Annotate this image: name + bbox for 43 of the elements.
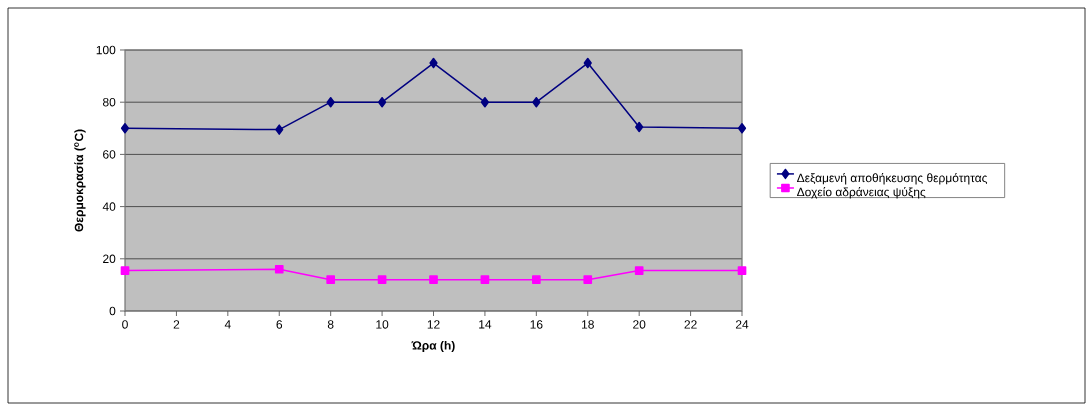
x-tick-label: 24 [735,320,749,329]
y-axis-title: Θερμοκρασία ($^{o}$C) [74,129,86,232]
x-tick-label: 16 [530,320,543,329]
x-tick-label: 4 [224,320,231,329]
point [480,96,490,108]
point [737,266,747,275]
x-tick-label: 18 [582,320,594,329]
x-tick-label: 14 [479,320,492,329]
point [377,96,387,108]
point [583,57,592,69]
point [532,275,541,285]
x-tick-label: 8 [327,320,334,329]
point [120,266,130,275]
point [532,96,541,108]
x-tick-label: 20 [633,320,646,329]
x-axis-title: Ώρα (h) [411,340,455,353]
point [326,275,336,285]
point [429,275,438,285]
point [274,264,284,274]
y-tick-label: 20 [103,254,116,264]
point [275,124,284,135]
y-tick-label: 0 [109,306,116,316]
y-tick-label: 100 [96,45,116,55]
legend-label: Δεξαμενή αποθήκευσης θερμότητας [797,173,988,185]
x-tick-label: 2 [173,320,180,329]
x-tick-label: 22 [684,320,697,329]
point [635,121,644,133]
point [326,96,335,108]
point [634,266,644,275]
x-tick-label: 0 [122,320,128,329]
y-tick-label: 80 [102,97,116,107]
point [429,57,438,69]
x-tick-label: 10 [376,320,389,329]
y-tick-label: 40 [102,202,116,211]
point [480,275,490,285]
point [583,275,593,285]
point [737,123,747,134]
x-tick-label: 12 [427,320,440,329]
point [377,275,387,285]
point [120,123,130,134]
x-tick-label: 6 [276,320,283,329]
legend-label: Δοχείο αδράνειας ψύξης [797,187,926,199]
y-tick-label: 60 [103,150,116,159]
